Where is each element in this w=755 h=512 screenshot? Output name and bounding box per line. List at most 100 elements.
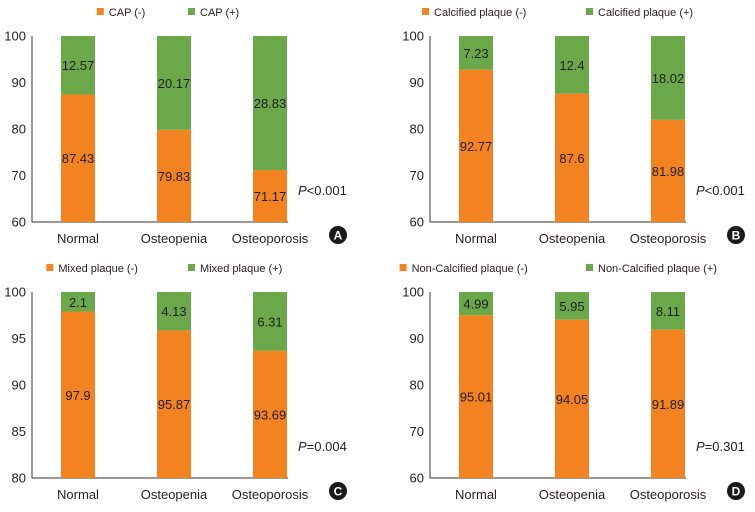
x-tick-label: Normal: [57, 487, 99, 502]
data-label: 91.89: [652, 397, 685, 412]
data-label: 18.02: [652, 71, 685, 86]
x-tick-label: Osteopenia: [539, 231, 606, 246]
bar-positive: [157, 292, 191, 331]
chart-panel-c: Mixed plaque (-) Mixed plaque (+) 80 85 90 95…: [4, 263, 347, 502]
x-tick-label: Normal: [455, 487, 497, 502]
p-symbol: P: [298, 439, 307, 454]
y-tick-label: 90: [410, 75, 424, 90]
legend-label: Non-Calcified plaque (+): [598, 263, 717, 275]
bar-positive: [459, 292, 493, 316]
data-label: 28.83: [254, 96, 287, 111]
data-label: 12.57: [62, 58, 95, 73]
data-label: 95.87: [158, 397, 191, 412]
bar-positive: [253, 292, 287, 351]
y-tick-label: 90: [12, 75, 26, 90]
panel-badge: D: [727, 482, 745, 500]
p-value: =0.301: [705, 439, 745, 454]
panel-label: A: [334, 229, 343, 243]
bar-positive: [555, 36, 589, 94]
p-value: <0.001: [307, 183, 347, 198]
y-tick-label: 100: [4, 285, 26, 300]
panel-badge-circle: [727, 226, 745, 244]
bar-negative: [157, 330, 191, 478]
bar-negative: [157, 129, 191, 222]
bar-positive: [157, 36, 191, 130]
x-tick-label: Osteopenia: [141, 487, 208, 502]
legend-swatch-positive: [586, 264, 593, 271]
p-value: <0.001: [705, 183, 745, 198]
y-tick-label: 95: [12, 331, 26, 346]
p-value-annotation: P=0.004: [298, 439, 347, 454]
x-tick-label: Osteoporosis: [630, 231, 707, 246]
p-value-annotation: P<0.001: [298, 183, 347, 198]
x-tick-label: Normal: [455, 231, 497, 246]
legend-label: CAP (+): [200, 7, 239, 19]
chart-panel-b: Calcified plaque (-) Calcified plaque (+)…: [402, 7, 745, 246]
legend-swatch-negative: [46, 264, 54, 271]
y-tick-label: 90: [410, 331, 424, 346]
bar-positive: [61, 36, 95, 95]
y-tick-label: 70: [410, 424, 424, 439]
bar-positive: [651, 292, 685, 330]
bar-negative: [253, 170, 287, 222]
data-label: 4.99: [463, 297, 488, 312]
panel-badge-circle: [329, 482, 347, 500]
bar-negative: [253, 350, 287, 478]
bar-positive: [459, 36, 493, 70]
bar-negative: [459, 315, 493, 478]
x-tick-label: Osteoporosis: [232, 231, 309, 246]
data-label: 5.95: [559, 299, 584, 314]
data-label: 7.23: [463, 46, 488, 61]
data-label: 20.17: [158, 76, 191, 91]
panel-badge-circle: [329, 226, 347, 244]
y-tick-label: 60: [410, 215, 424, 230]
data-label: 94.05: [556, 392, 589, 407]
legend-swatch-positive: [188, 8, 195, 15]
chart-panel-a: CAP (-) CAP (+) 60 70 80 90 100 87.43 12.57 Norma…: [4, 7, 347, 246]
data-label: 97.9: [65, 388, 90, 403]
legend-label: Calcified plaque (-): [434, 7, 526, 19]
bar-positive: [61, 292, 95, 312]
legend-label: Mixed plaque (+): [200, 263, 282, 275]
p-symbol: P: [696, 183, 705, 198]
data-label: 92.77: [460, 139, 493, 154]
data-label: 8.11: [656, 304, 680, 319]
data-label: 6.31: [257, 314, 282, 329]
data-label: 81.98: [652, 164, 685, 179]
data-label: 95.01: [460, 390, 493, 405]
y-tick-label: 60: [410, 471, 424, 486]
data-label: 2.1: [69, 295, 87, 310]
p-value-annotation: P<0.001: [696, 183, 745, 198]
y-tick-label: 100: [402, 29, 424, 44]
legend-swatch-negative: [422, 8, 429, 15]
bar-negative: [651, 119, 685, 222]
legend: Mixed plaque (-) Mixed plaque (+): [46, 263, 282, 275]
panel-label: D: [732, 485, 741, 499]
legend-swatch-positive: [586, 8, 593, 15]
panel-badge-circle: [727, 482, 745, 500]
bar-negative: [555, 319, 589, 478]
bar-positive: [651, 36, 685, 120]
p-symbol: P: [696, 439, 705, 454]
data-label: 87.43: [62, 151, 95, 166]
x-tick-label: Osteopenia: [141, 231, 208, 246]
y-tick-label: 80: [12, 471, 26, 486]
legend: CAP (-) CAP (+): [96, 7, 239, 19]
p-value: =0.004: [307, 439, 347, 454]
legend-label: CAP (-): [109, 7, 145, 19]
y-tick-label: 60: [12, 215, 26, 230]
bar-negative: [61, 94, 95, 222]
data-label: 87.6: [559, 151, 584, 166]
p-value-annotation: P=0.301: [696, 439, 745, 454]
legend-label: Non-Calcified plaque (-): [412, 263, 528, 275]
bar-negative: [555, 93, 589, 222]
legend-label: Mixed plaque (-): [58, 263, 137, 275]
data-label: 93.69: [254, 407, 287, 422]
x-tick-label: Osteoporosis: [232, 487, 309, 502]
y-tick-label: 80: [12, 122, 26, 137]
y-tick-label: 80: [410, 122, 424, 137]
panel-label: C: [334, 485, 343, 499]
data-label: 12.4: [559, 58, 584, 73]
legend: Calcified plaque (-) Calcified plaque (+): [422, 7, 693, 19]
